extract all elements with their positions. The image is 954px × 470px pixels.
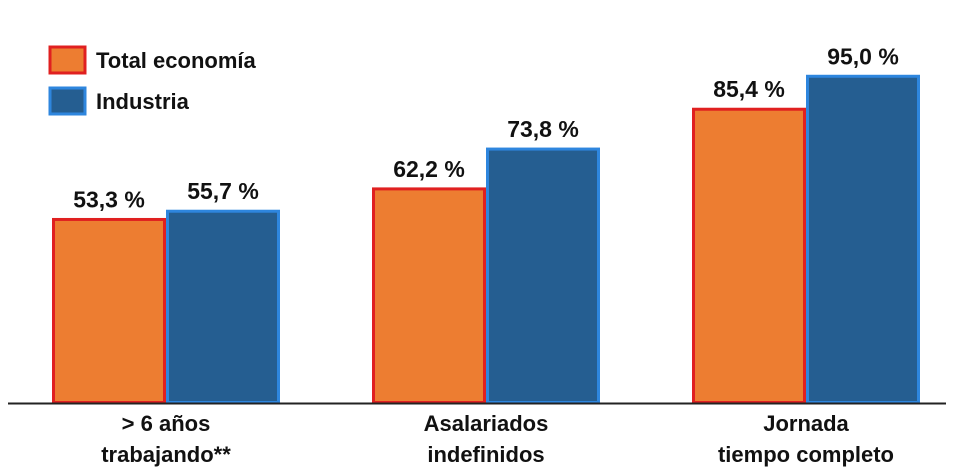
bars-layer — [52, 74, 920, 405]
bar-total-1 — [372, 187, 486, 404]
bar-total-2 — [692, 107, 806, 405]
value-label: 55,7 % — [187, 178, 259, 204]
category-label: > 6 años — [122, 411, 211, 436]
legend-swatch-industria — [48, 86, 87, 116]
value-labels-layer: 53,3 % 62,2 % 85,4 % 55,7 % 73,8 % 95,0 % — [73, 43, 899, 212]
value-label: 95,0 % — [827, 43, 899, 69]
category-label: indefinidos — [427, 442, 544, 467]
value-label: 73,8 % — [507, 116, 579, 142]
category-labels-layer: > 6 años trabajando** Asalariados indefinid… — [101, 411, 894, 467]
bar-total-0 — [52, 217, 166, 404]
value-label: 85,4 % — [713, 76, 785, 102]
category-label: Asalariados — [424, 411, 549, 436]
legend-label: Total economía — [96, 48, 256, 73]
bar-industria-0 — [166, 209, 280, 404]
bar-industria-1 — [486, 147, 600, 404]
category-label: trabajando** — [101, 442, 231, 467]
category-label: tiempo completo — [718, 442, 894, 467]
category-label: Jornada — [763, 411, 849, 436]
legend-label: Industria — [96, 89, 190, 114]
value-label: 62,2 % — [393, 156, 465, 182]
bar-industria-2 — [806, 74, 920, 405]
legend-swatch-total — [48, 45, 87, 75]
value-label: 53,3 % — [73, 186, 145, 212]
legend: Total economía Industria — [48, 45, 256, 116]
